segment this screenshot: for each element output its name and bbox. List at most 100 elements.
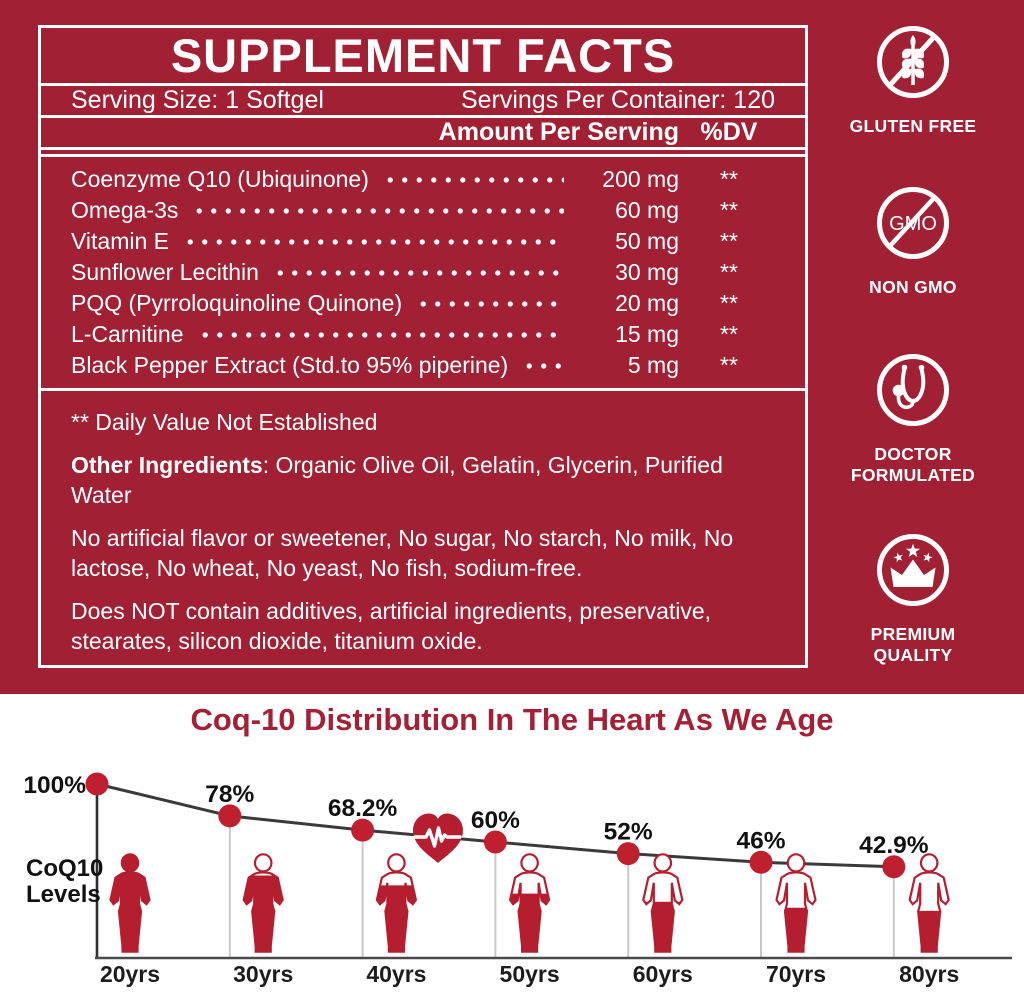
dv-header: %DV	[700, 118, 758, 146]
dot-leader	[179, 235, 564, 248]
x-tick-label: 50yrs	[500, 961, 560, 987]
data-point-label: 46%	[736, 827, 785, 854]
ingredient-row: Sunflower Lecithin 30 mg **	[41, 257, 805, 288]
ingredient-row: Black Pepper Extract (Std.to 95% piperin…	[41, 350, 805, 381]
ingredient-name: Sunflower Lecithin	[71, 259, 259, 285]
gluten-free-icon	[877, 26, 949, 98]
dot-leader	[188, 204, 564, 217]
coq10-decline-chart: 100% 20yrs 78% 30yrs 68.2% 40yrs 60% 50yrs 52% 60…	[23, 772, 1012, 987]
other-ingredients-label: Other Ingredients	[71, 452, 263, 478]
badge-label: PREMIUM QUALITY	[870, 624, 956, 666]
panel-title: SUPPLEMENT FACTS	[170, 29, 676, 82]
dot-leader	[412, 297, 564, 310]
person-figure	[908, 853, 950, 953]
person-figure	[375, 853, 417, 953]
heart-ecg-icon	[413, 813, 463, 863]
badge-label: DOCTOR FORMULATED	[850, 444, 976, 486]
data-point	[749, 850, 773, 874]
dot-leader	[193, 328, 564, 341]
data-point	[882, 855, 906, 879]
badge-non-gmo: GMO NON GMO	[832, 183, 994, 298]
free-from-note: No artificial flavor or sweetener, No su…	[71, 525, 734, 581]
data-point	[351, 818, 375, 842]
ingredient-name: Vitamin E	[71, 228, 170, 254]
badge-label: GLUTEN FREE	[849, 116, 977, 136]
amount-per-serving-header: Amount Per Serving	[438, 118, 679, 146]
person-figure	[642, 853, 684, 953]
ingredient-amount: 50 mg	[615, 228, 679, 254]
ingredient-dv: **	[720, 321, 738, 347]
badge-premium-quality: PREMIUM QUALITY	[832, 530, 994, 667]
ingredient-amount: 60 mg	[615, 197, 679, 223]
dv-note: ** Daily Value Not Established	[71, 409, 378, 435]
ingredient-name: L-Carnitine	[71, 321, 184, 347]
badge-gluten-free: GLUTEN FREE	[832, 22, 994, 137]
dot-leader	[378, 173, 564, 186]
ingredient-dv: **	[720, 166, 738, 192]
badge-doctor-formulated: DOCTOR FORMULATED	[832, 350, 994, 487]
chart-section: Coq-10 Distribution In The Heart As We A…	[0, 694, 1024, 996]
label-footnotes: ** Daily Value Not Established Other Ing…	[41, 391, 805, 669]
ingredient-row: Coenzyme Q10 (Ubiquinone) 200 mg **	[41, 164, 805, 195]
ingredient-row: Omega-3s 60 mg **	[41, 195, 805, 226]
person-figure	[509, 853, 551, 953]
panel-title-bar: SUPPLEMENT FACTS	[41, 28, 805, 83]
ingredient-dv: **	[720, 197, 738, 223]
dot-leader	[518, 359, 564, 372]
ingredient-dv: **	[720, 259, 738, 285]
serving-row: Serving Size: 1 Softgel Servings Per Con…	[41, 86, 805, 115]
supplement-facts-panel: SUPPLEMENT FACTS Serving Size: 1 Softgel…	[38, 25, 808, 668]
badge-label: NON GMO	[869, 277, 957, 297]
data-point-label: 68.2%	[328, 795, 398, 822]
chart-title: Coq-10 Distribution In The Heart As We A…	[190, 702, 834, 737]
ingredient-row: Vitamin E 50 mg **	[41, 226, 805, 257]
divider	[41, 115, 805, 118]
ingredient-name: Omega-3s	[71, 197, 179, 223]
servings-per-container-text: Servings Per Container: 120	[460, 86, 775, 114]
premium-quality-icon	[877, 534, 949, 606]
ingredient-dv: **	[720, 352, 738, 378]
data-point-label: 100%	[23, 772, 86, 799]
data-point	[218, 804, 242, 828]
ingredient-name: Black Pepper Extract (Std.to 95% piperin…	[71, 352, 509, 378]
serving-size-text: Serving Size: 1 Softgel	[71, 86, 324, 114]
ingredient-amount: 5 mg	[627, 352, 679, 378]
other-ingredients-value: : Organic Olive Oil, Gelatin, Glycerin, …	[71, 452, 723, 508]
divider	[41, 388, 805, 391]
person-figure	[109, 853, 151, 953]
ingredient-name: Coenzyme Q10 (Ubiquinone)	[71, 166, 369, 192]
data-point-label: 52%	[604, 819, 653, 846]
ingredient-amount: 200 mg	[602, 166, 679, 192]
ingredient-dv: **	[720, 290, 738, 316]
label-section: SUPPLEMENT FACTS Serving Size: 1 Softgel…	[0, 0, 1024, 694]
data-point-label: 42.9%	[859, 832, 929, 859]
other-ingredients: Other Ingredients: Organic Olive Oil, Ge…	[71, 450, 775, 510]
dot-leader	[268, 266, 564, 279]
x-tick-label: 70yrs	[766, 961, 826, 987]
ingredient-amount: 15 mg	[615, 321, 679, 347]
double-divider	[41, 147, 805, 157]
x-tick-label: 80yrs	[899, 961, 959, 987]
non-gmo-icon: GMO	[877, 187, 949, 259]
amount-header-row: Amount Per Serving %DV	[41, 118, 805, 147]
badge-column: GLUTEN FREE GMO NON GMO DOCTOR FO	[832, 0, 994, 694]
x-tick-label: 40yrs	[366, 961, 426, 987]
divider	[41, 83, 805, 86]
data-point	[616, 842, 640, 866]
data-point	[483, 830, 507, 854]
ingredient-dv: **	[720, 228, 738, 254]
ingredient-name: PQQ (Pyrroloquinoline Quinone)	[71, 290, 403, 316]
y-axis-label: CoQ10 Levels	[26, 855, 104, 908]
data-point-label: 60%	[471, 807, 520, 834]
data-point-label: 78%	[205, 781, 254, 808]
x-tick-label: 20yrs	[100, 961, 160, 987]
ingredient-amount: 20 mg	[615, 290, 679, 316]
ingredient-row: L-Carnitine 15 mg **	[41, 319, 805, 350]
ingredient-row: PQQ (Pyrroloquinoline Quinone) 20 mg **	[41, 288, 805, 319]
doctor-formulated-icon	[877, 354, 949, 426]
does-not-contain-note: Does NOT contain additives, artificial i…	[71, 598, 712, 654]
x-tick-label: 30yrs	[233, 961, 293, 987]
person-figure	[775, 853, 817, 953]
ingredient-amount: 30 mg	[615, 259, 679, 285]
